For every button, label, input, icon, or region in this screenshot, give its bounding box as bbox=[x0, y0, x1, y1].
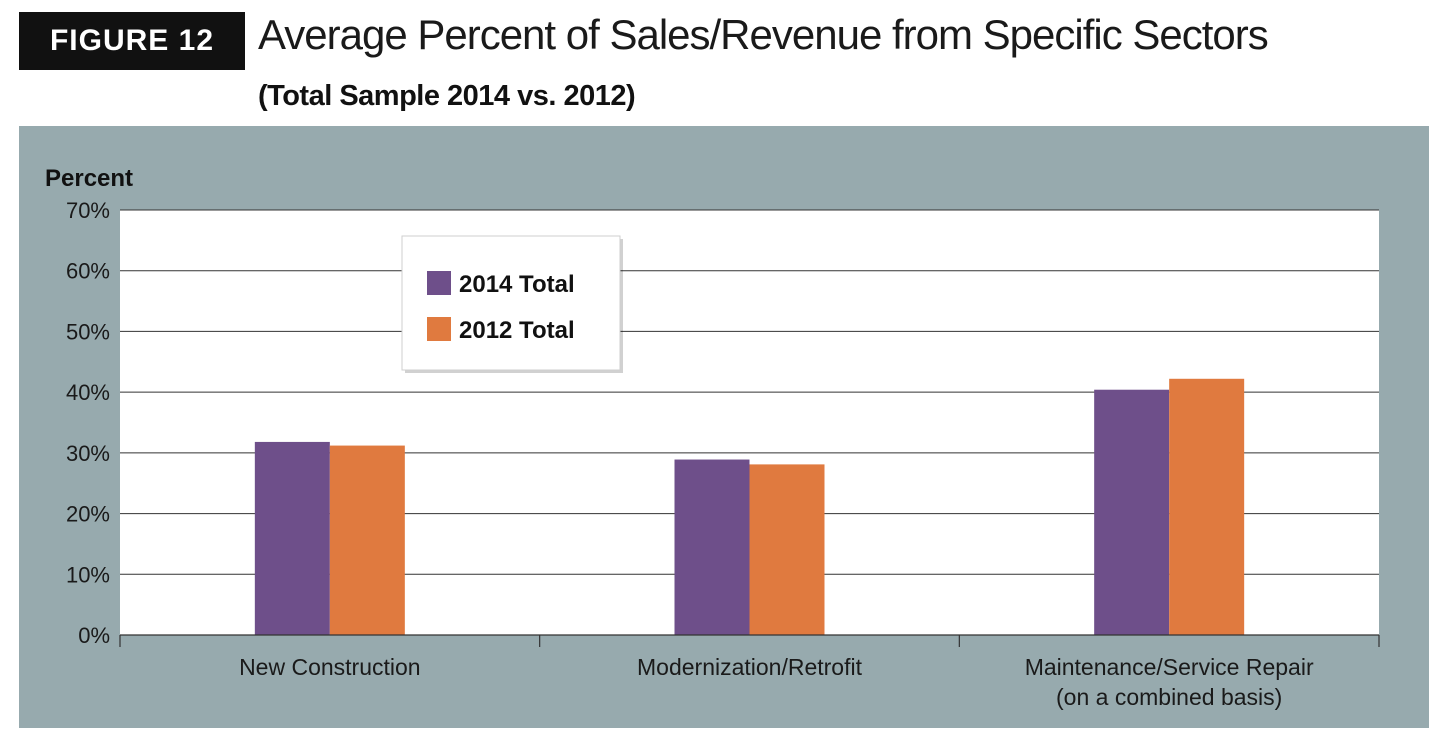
bar-chart: Percent 0% 10% 20% 30% 40% 50% 60% 70% New Cons… bbox=[45, 165, 1380, 710]
y-tick-label: 70% bbox=[66, 198, 110, 223]
bar-2014-total bbox=[254, 441, 330, 635]
y-tick-label: 10% bbox=[66, 562, 110, 587]
legend-swatch bbox=[427, 271, 451, 295]
x-category-label-line2: (on a combined basis) bbox=[1056, 684, 1282, 710]
y-tick-label: 60% bbox=[66, 259, 110, 284]
y-tick-label: 20% bbox=[66, 502, 110, 527]
chart-panel: Percent 0% 10% 20% 30% 40% 50% 60% 70% New Cons… bbox=[19, 126, 1429, 728]
chart-title: Average Percent of Sales/Revenue from Sp… bbox=[258, 11, 1269, 58]
x-category-label: Modernization/Retrofit bbox=[637, 654, 863, 680]
y-tick-label: 50% bbox=[66, 319, 110, 344]
bar-2012-total bbox=[329, 445, 405, 635]
legend-swatch bbox=[427, 317, 451, 341]
y-tick-label: 30% bbox=[66, 441, 110, 466]
figure-label: FIGURE 12 bbox=[19, 12, 245, 70]
bar-2014-total bbox=[1094, 389, 1170, 635]
bar-2012-total bbox=[749, 464, 825, 635]
legend-label: 2012 Total bbox=[459, 317, 575, 344]
y-tick-label: 0% bbox=[78, 623, 110, 648]
y-tick-label: 40% bbox=[66, 380, 110, 405]
y-axis-title: Percent bbox=[45, 165, 133, 192]
chart-subtitle: (Total Sample 2014 vs. 2012) bbox=[258, 80, 636, 112]
bar-2012-total bbox=[1169, 378, 1245, 635]
legend-label: 2014 Total bbox=[459, 271, 575, 298]
x-category-label: New Construction bbox=[239, 654, 421, 680]
x-category-label: Maintenance/Service Repair bbox=[1025, 654, 1314, 680]
bar-2014-total bbox=[674, 459, 750, 635]
legend-box bbox=[401, 235, 621, 371]
